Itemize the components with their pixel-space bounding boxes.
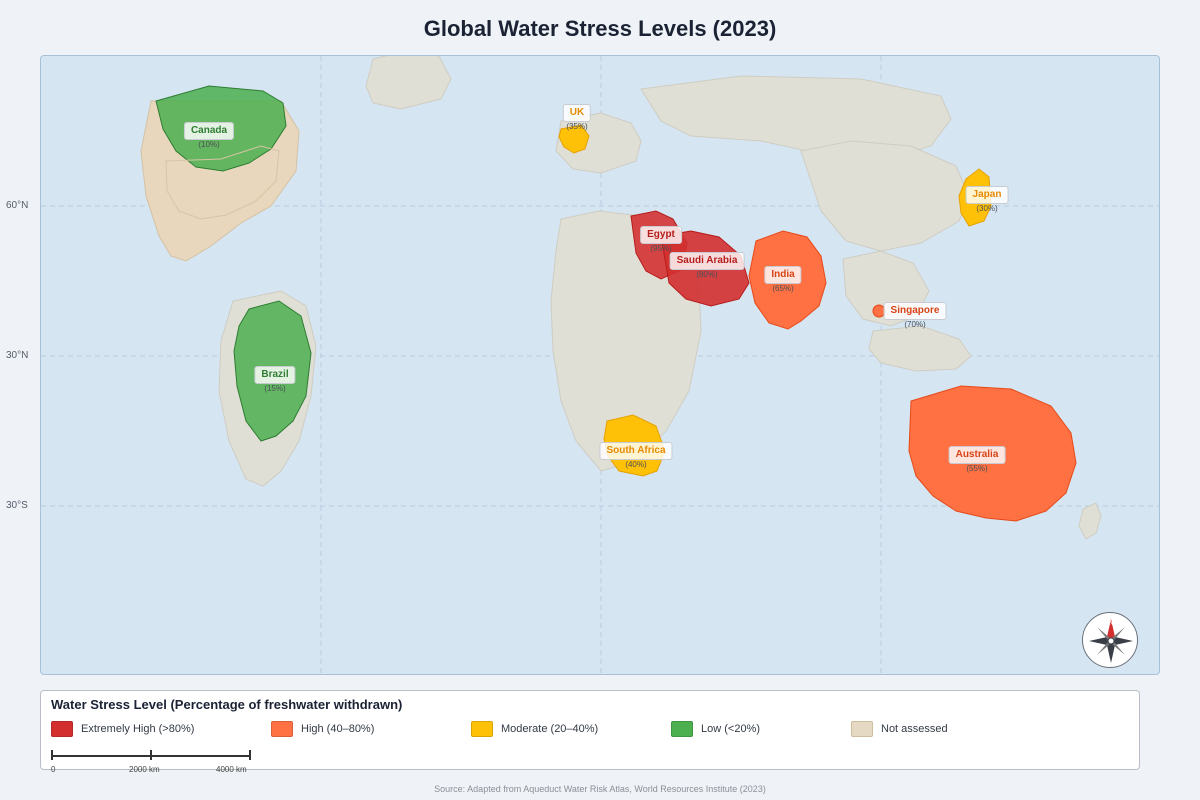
region-label-south-africa[interactable]: South Africa (40%) [599,440,673,470]
compass-icon: N [1089,619,1133,663]
legend-swatch [671,721,693,737]
legend-panel: Water Stress Level (Percentage of freshw… [40,690,1140,774]
region-label-uk[interactable]: UK (35%) [562,102,592,132]
legend-swatch [471,721,493,737]
region-percentage: (95%) [650,244,672,253]
scale-label-0: 0 [51,765,56,774]
region-label-brazil[interactable]: Brazil (15%) [254,364,296,394]
indonesia-land [868,325,972,372]
legend-label: Extremely High (>80%) [81,723,195,735]
region-label-saudi[interactable]: Saudi Arabia (80%) [669,250,745,280]
compass-rose: N [1082,612,1138,668]
legend-title: Water Stress Level (Percentage of freshw… [51,697,403,712]
region-name: Brazil [254,366,296,384]
legend-item: Extremely High (>80%) [51,721,194,737]
east-asia-land [800,140,970,252]
legend-label: High (40–80%) [301,723,375,735]
scale-label-4000: 4000 km [216,765,247,774]
region-name: UK [562,104,592,122]
map-title: Global Water Stress Levels (2023) [423,16,777,41]
region-percentage: (80%) [696,270,718,279]
region-uk[interactable] [558,124,590,154]
region-name: India [764,266,802,284]
region-label-singapore[interactable]: Singapore (70%) [883,300,947,330]
region-name: Canada [183,122,235,140]
region-label-australia[interactable]: Australia (55%) [948,444,1006,474]
region-percentage: (35%) [566,122,588,131]
legend-item: Not assessed [851,721,948,737]
source-note: Source: Adapted from Aqueduct Water Risk… [434,784,766,794]
region-percentage: (55%) [966,464,988,473]
region-label-canada[interactable]: Canada (10%) [183,120,235,150]
legend-swatch [271,721,293,737]
region-percentage: (40%) [625,460,647,469]
region-percentage: (10%) [198,140,220,149]
canada-inner-outline [165,145,280,220]
greenland-land [365,56,452,110]
region-label-japan[interactable]: Japan (30%) [965,184,1009,214]
region-percentage: (65%) [772,284,794,293]
region-label-egypt[interactable]: Egypt (95%) [640,224,682,254]
scale-bar: 0 2000 km 4000 km [51,749,261,774]
legend-item: Moderate (20–40%) [471,721,598,737]
latitude-label: 60°N [6,200,29,211]
legend-item: High (40–80%) [271,721,374,737]
region-name: Saudi Arabia [669,252,745,270]
scale-label-2000: 2000 km [129,765,160,774]
new-zealand-land [1078,502,1102,540]
legend-item: Low (<20%) [671,721,760,737]
region-name: South Africa [599,442,673,460]
legend-label: Low (<20%) [701,723,761,735]
compass-north-label: N [1108,620,1113,627]
region-name: Egypt [640,226,682,244]
region-name: Japan [965,186,1009,204]
region-percentage: (30%) [976,204,998,213]
legend-label: Moderate (20–40%) [501,723,599,735]
region-percentage: (70%) [904,320,926,329]
region-label-india[interactable]: India (65%) [764,264,802,294]
legend-label: Not assessed [881,723,948,735]
region-name: Australia [948,446,1006,464]
latitude-label: 30°S [6,500,28,511]
region-percentage: (15%) [264,384,286,393]
legend-swatch [851,721,873,737]
latitude-label: 30°N [6,350,29,361]
legend-swatch [51,721,73,737]
region-name: Singapore [883,302,947,320]
